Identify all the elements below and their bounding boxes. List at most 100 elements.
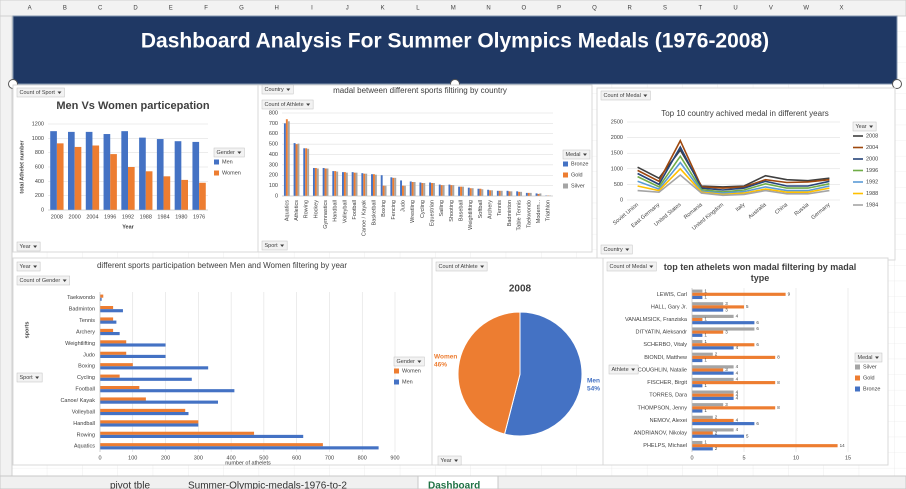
x-tick-label: Badminton [507,200,513,226]
field-button[interactable]: Sport [261,240,288,251]
sheet-tab-label[interactable]: Dashboard [428,481,480,489]
y-tick-label: TORRES, Dara [649,393,688,399]
bar [128,167,135,210]
bar [110,154,117,210]
y-tick-label: 1000 [611,166,623,172]
bar [100,397,146,401]
pie-slice [503,311,583,437]
x-tick-label: 5 [742,455,745,461]
field-button[interactable]: Sport [16,372,43,383]
y-tick-label: ANDRIANOV, Nikolay [634,431,688,437]
y-tick-label: 1200 [32,121,44,127]
x-tick-label: Softball [478,200,484,218]
bar [314,167,317,196]
field-button-box [435,261,488,272]
bar [458,186,461,196]
field-button[interactable]: Athlete [608,364,639,375]
data-label: 4 [736,389,739,394]
bar [692,317,703,322]
x-tick-label: Aquatics [284,200,290,221]
legend-label: Men [222,159,233,165]
x-tick-label: 1984 [157,214,169,220]
bar [353,172,356,196]
field-button-label: Count of Medal [610,264,647,270]
field-button[interactable]: Country [600,244,633,255]
field-button[interactable]: Count of Gender [16,275,70,286]
field-button[interactable]: Gender [213,147,245,158]
legend-label: 2008 [866,133,878,139]
field-button-box [213,147,245,158]
bar [285,119,288,196]
field-button[interactable]: Medal [854,352,883,363]
sheet-tab-label[interactable]: pivot tble [110,481,150,489]
column-header: E [169,6,173,12]
banner-title: Dashboard Analysis For Summer Olympics M… [141,30,769,53]
legend-label: 2004 [866,145,878,151]
bar [692,428,734,432]
field-button[interactable]: Count of Medal [600,90,651,101]
field-button[interactable]: Year [16,261,41,272]
y-tick-label: 2000 [611,135,623,141]
field-button-label: Athlete [612,367,629,373]
data-label: 3 [725,307,728,312]
field-button[interactable]: Count of Athlete [261,99,314,110]
data-label: 9 [788,291,791,296]
x-tick-label: Triathlon [546,200,552,221]
field-button-box [600,90,651,101]
x-tick-label: Gymnastics [323,200,329,229]
field-button-box [600,244,633,255]
dropdown-arrow [280,244,285,247]
x-tick-label: 2008 [51,214,63,220]
x-tick-label: Tennis [497,200,503,216]
x-tick-label: Weightlifting [468,200,474,230]
field-button[interactable]: Year [437,455,462,466]
bar [100,400,218,404]
x-tick-label: 200 [161,455,170,461]
x-tick-label: Modern... [536,200,542,224]
legend-label: 1996 [866,168,878,174]
bar [100,446,379,450]
data-label: 2 [715,414,718,419]
legend-label: Silver [863,364,877,370]
bar [402,185,404,196]
bar [100,366,209,370]
bar [467,187,470,196]
field-button[interactable]: Count of Athlete [435,261,488,272]
bar [692,403,724,407]
series-line [637,167,830,196]
x-tick-label: 900 [390,455,399,461]
bar [100,377,192,381]
x-axis-label: Year [122,224,134,230]
field-button[interactable]: Year [852,121,877,132]
field-button-box [608,364,639,375]
bar [692,381,776,385]
pie-value-label: 54% [587,386,600,393]
legend-label: Women [222,170,241,176]
field-button[interactable]: Country [261,84,294,95]
data-label: 4 [736,392,739,397]
field-button[interactable]: Year [16,241,41,252]
y-tick-label: 600 [269,131,278,137]
bar [692,343,755,347]
bar [692,289,703,293]
x-tick-label: Handball [333,200,339,222]
y-tick-label: 500 [614,182,623,188]
x-tick-label: Italy [735,202,747,213]
dropdown-arrow [625,248,630,251]
x-tick-label: Archery [488,200,494,219]
bar [345,172,348,196]
series-line [637,138,830,189]
y-axis-label: sports [24,322,30,339]
field-button[interactable]: Gender [393,356,425,367]
field-button-label: Medal [566,152,581,158]
bar [429,182,432,196]
bar [384,185,387,196]
field-button[interactable]: Medal [562,149,591,160]
sheet-tab-label[interactable]: Summer-Olympic-medals-1976-to-2 [188,481,347,489]
bar [100,431,255,435]
data-label: 6 [756,421,759,426]
field-button[interactable]: Count of Sport [16,87,65,98]
field-button[interactable]: Count of Medal [606,261,657,272]
